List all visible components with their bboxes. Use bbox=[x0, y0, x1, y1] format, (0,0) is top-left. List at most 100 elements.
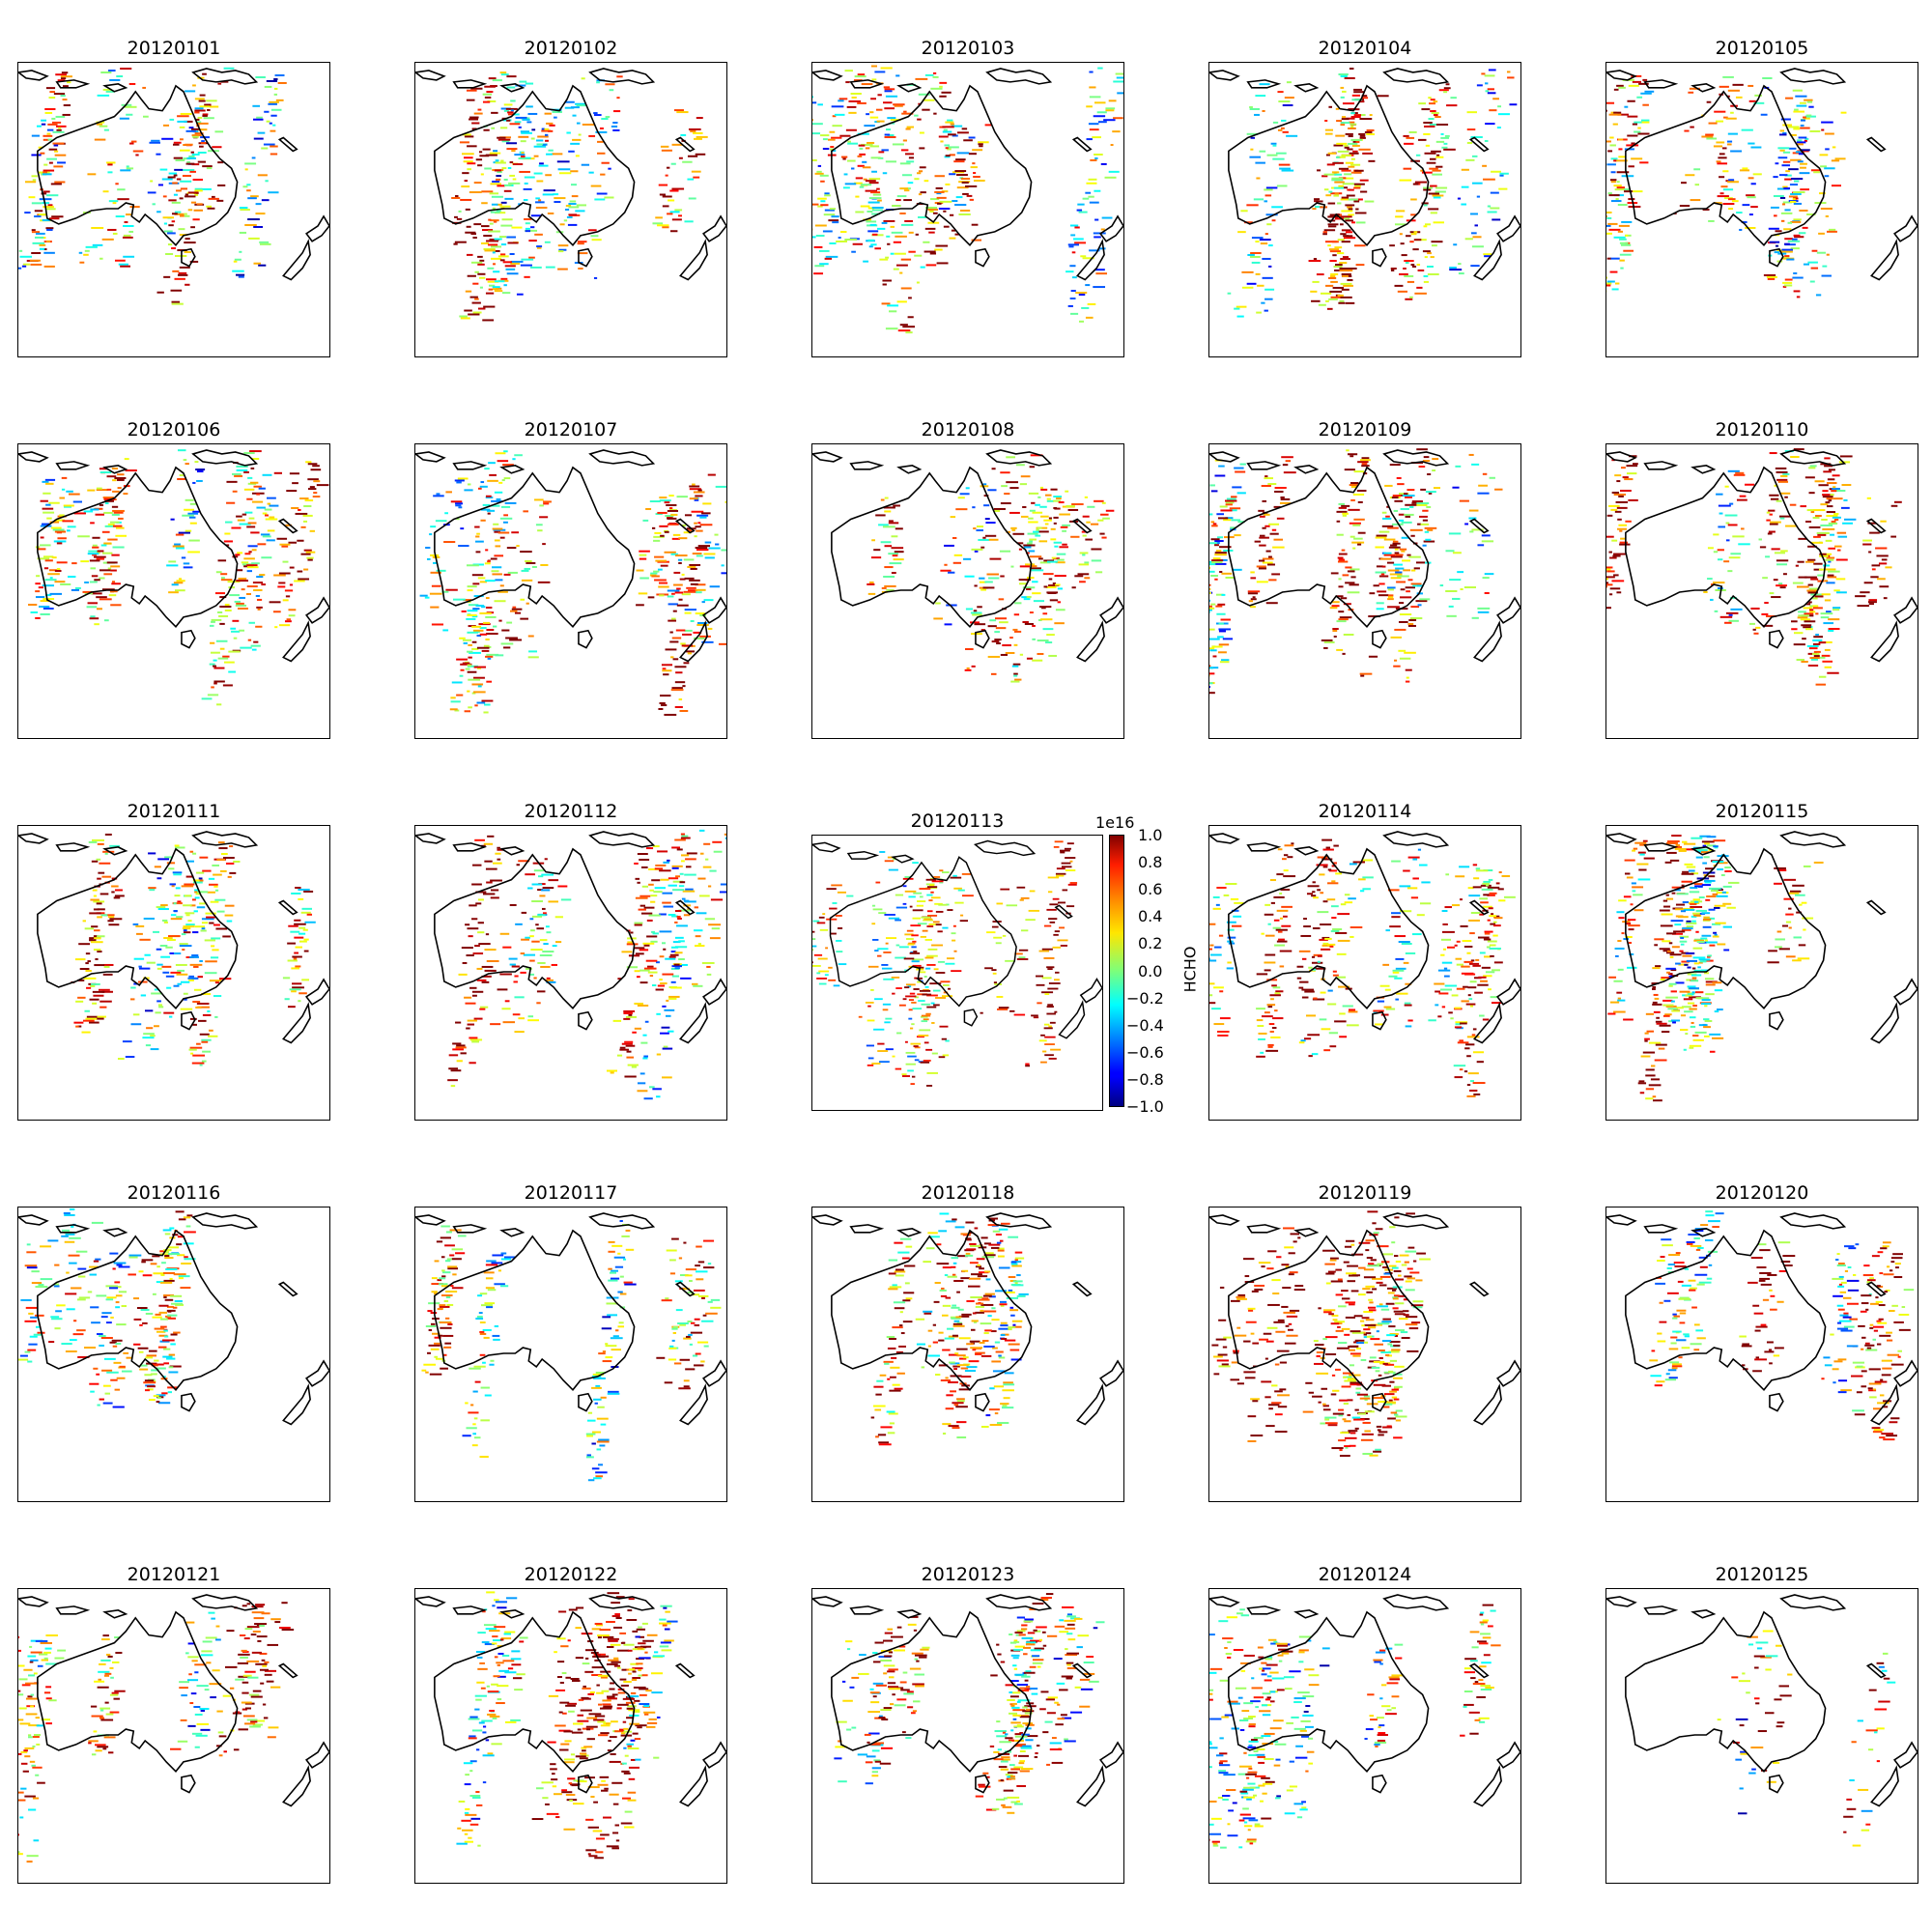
coastline bbox=[305, 596, 329, 624]
coastline bbox=[181, 247, 196, 268]
panel-title: 20120105 bbox=[1715, 38, 1809, 59]
coastline bbox=[973, 839, 1037, 857]
coastline bbox=[1643, 79, 1679, 89]
coastline bbox=[18, 451, 49, 463]
coastline bbox=[1865, 899, 1887, 916]
map-frame bbox=[1208, 62, 1521, 357]
coastline bbox=[277, 1662, 298, 1679]
coastline bbox=[1071, 518, 1093, 534]
coastline bbox=[578, 247, 593, 268]
coastline bbox=[674, 1662, 696, 1679]
coastline bbox=[102, 1609, 128, 1619]
coastline bbox=[588, 1594, 656, 1611]
coastline bbox=[1893, 978, 1918, 1006]
coastline bbox=[1865, 518, 1887, 534]
coastline bbox=[1690, 465, 1717, 474]
coastline bbox=[578, 1774, 593, 1794]
coastline bbox=[1209, 70, 1240, 81]
coastline bbox=[191, 449, 259, 467]
map-frame bbox=[811, 1207, 1124, 1502]
hcho-pixels bbox=[1606, 448, 1902, 686]
panel-title: 20120124 bbox=[1318, 1564, 1412, 1585]
hcho-pixels bbox=[421, 1220, 722, 1482]
panel-title: 20120110 bbox=[1715, 419, 1809, 440]
map-canvas bbox=[415, 68, 726, 322]
map-canvas bbox=[18, 449, 329, 706]
coastline bbox=[1293, 465, 1320, 474]
coastline bbox=[18, 70, 49, 81]
map-frame bbox=[414, 825, 727, 1121]
coastline bbox=[282, 1002, 311, 1044]
coastline bbox=[499, 465, 526, 474]
map-frame bbox=[414, 62, 727, 357]
coastline bbox=[1382, 831, 1450, 848]
map-panel: 20120112 bbox=[414, 800, 727, 1121]
coastline bbox=[1209, 833, 1240, 844]
map-panel: 20120115 bbox=[1605, 800, 1918, 1121]
coastline bbox=[1769, 1774, 1784, 1794]
coastline bbox=[1769, 629, 1784, 649]
coastline bbox=[1468, 1662, 1490, 1679]
coastline bbox=[674, 518, 696, 534]
map-canvas bbox=[1209, 68, 1520, 318]
hcho-pixels bbox=[18, 67, 287, 305]
coastline bbox=[1372, 629, 1387, 649]
coastline bbox=[831, 466, 1033, 628]
hcho-pixels bbox=[71, 833, 316, 1066]
colorbar-tick-label: 0.0 bbox=[1138, 961, 1163, 980]
coastline bbox=[1468, 136, 1490, 153]
coastline bbox=[1071, 136, 1093, 153]
coastline bbox=[1372, 247, 1387, 268]
coastline bbox=[831, 1610, 1033, 1773]
map-frame bbox=[811, 1588, 1124, 1884]
map-canvas bbox=[812, 449, 1123, 683]
map-panel: 20120109 bbox=[1208, 418, 1521, 739]
coastline bbox=[588, 68, 656, 85]
map-panel: 20120120 bbox=[1605, 1181, 1918, 1502]
map-frame bbox=[17, 62, 330, 357]
map-panel: 20120102 bbox=[414, 37, 727, 357]
coastline bbox=[434, 1610, 636, 1773]
hcho-pixels bbox=[451, 71, 708, 322]
panel-title: 20120102 bbox=[524, 38, 618, 59]
coastline bbox=[1870, 1002, 1899, 1044]
hcho-pixels bbox=[18, 1208, 196, 1408]
coastline bbox=[1076, 1383, 1105, 1426]
coastline bbox=[305, 1359, 329, 1387]
map-panel: 20120114 bbox=[1208, 800, 1521, 1121]
coastline bbox=[1606, 1596, 1637, 1607]
coastline bbox=[282, 239, 311, 281]
coastline bbox=[1769, 1392, 1784, 1412]
coastline bbox=[891, 854, 915, 864]
coastline bbox=[588, 1212, 656, 1230]
coastline bbox=[415, 833, 446, 844]
coastline bbox=[277, 1281, 298, 1297]
coastline bbox=[975, 247, 990, 268]
coastline bbox=[1893, 596, 1918, 624]
coastline bbox=[277, 136, 298, 153]
coastline bbox=[674, 136, 696, 153]
map-frame bbox=[1208, 1207, 1521, 1502]
panel-title: 20120121 bbox=[127, 1564, 221, 1585]
panel-title: 20120114 bbox=[1318, 801, 1412, 822]
coastline bbox=[37, 84, 239, 246]
coastline bbox=[1071, 1281, 1093, 1297]
coastline bbox=[1058, 1000, 1086, 1039]
colorbar-tick-label: −0.6 bbox=[1126, 1042, 1164, 1062]
map-canvas bbox=[1606, 831, 1918, 1102]
coastline bbox=[1625, 1610, 1827, 1773]
coastline bbox=[1099, 214, 1123, 242]
map-canvas bbox=[415, 829, 726, 1100]
coastline bbox=[1293, 1228, 1320, 1237]
coastline bbox=[1076, 620, 1105, 663]
hcho-pixels bbox=[1209, 838, 1516, 1097]
coastline bbox=[1468, 518, 1490, 534]
coastline bbox=[1246, 1605, 1282, 1615]
map-frame bbox=[1605, 1588, 1918, 1884]
coastline bbox=[1625, 1229, 1827, 1391]
map-canvas bbox=[415, 1212, 726, 1482]
coastline bbox=[1468, 1281, 1490, 1297]
coastline bbox=[181, 1010, 196, 1031]
coastline bbox=[37, 1229, 239, 1391]
coastline bbox=[1054, 904, 1073, 920]
